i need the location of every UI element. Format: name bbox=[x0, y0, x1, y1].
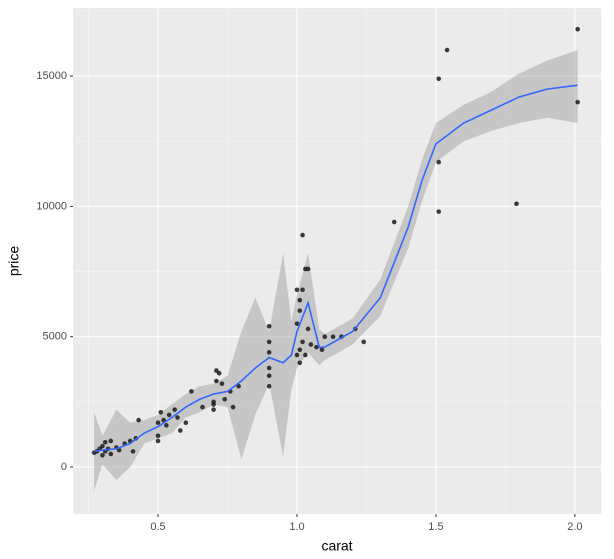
point bbox=[266, 365, 272, 371]
point bbox=[177, 428, 183, 433]
point bbox=[219, 381, 225, 386]
layer bbox=[91, 26, 580, 491]
point bbox=[303, 352, 308, 358]
point bbox=[436, 159, 442, 165]
point bbox=[266, 339, 272, 345]
point bbox=[294, 287, 300, 293]
point bbox=[297, 308, 303, 313]
point bbox=[305, 326, 311, 332]
point bbox=[444, 47, 450, 53]
point bbox=[300, 339, 305, 345]
point bbox=[266, 323, 272, 329]
point bbox=[183, 420, 189, 426]
point bbox=[100, 443, 105, 449]
point bbox=[297, 297, 303, 303]
point bbox=[230, 404, 236, 410]
x-tick-label: 0.5 bbox=[150, 521, 165, 533]
point bbox=[361, 339, 366, 345]
panel bbox=[73, 8, 601, 514]
x-tick-label: 2.0 bbox=[567, 521, 582, 533]
y-tick-label: 15000 bbox=[36, 70, 67, 82]
point bbox=[322, 334, 328, 340]
y-axis-title: price bbox=[6, 246, 22, 277]
smooth-line bbox=[93, 84, 578, 453]
point bbox=[100, 452, 105, 458]
point bbox=[308, 342, 314, 347]
point bbox=[294, 352, 300, 358]
point bbox=[108, 438, 114, 444]
y-tick-label: 0 bbox=[61, 461, 67, 473]
point bbox=[314, 344, 319, 350]
point bbox=[200, 404, 205, 410]
point bbox=[216, 370, 222, 376]
point bbox=[108, 451, 114, 457]
point bbox=[222, 396, 228, 402]
x-axis-title: carat bbox=[321, 538, 352, 554]
point bbox=[130, 449, 136, 454]
point bbox=[211, 407, 216, 412]
y-tick-label: 10000 bbox=[36, 200, 67, 212]
point bbox=[266, 383, 272, 389]
point bbox=[155, 433, 161, 439]
point bbox=[297, 360, 303, 366]
point bbox=[436, 76, 442, 82]
point bbox=[211, 402, 216, 407]
point bbox=[161, 417, 166, 423]
point bbox=[236, 383, 241, 389]
point bbox=[158, 409, 164, 415]
point bbox=[297, 347, 303, 353]
point bbox=[172, 407, 178, 412]
point bbox=[575, 99, 580, 105]
x-tick-label: 1.5 bbox=[428, 521, 443, 533]
point bbox=[300, 287, 305, 293]
point bbox=[294, 321, 300, 326]
point bbox=[166, 412, 172, 418]
point bbox=[214, 378, 219, 384]
point bbox=[189, 389, 194, 394]
point bbox=[436, 209, 442, 214]
x-tick-label: 1.0 bbox=[289, 521, 304, 533]
point bbox=[575, 26, 580, 32]
y-tick-label: 5000 bbox=[43, 331, 67, 343]
point bbox=[155, 420, 161, 426]
point bbox=[305, 266, 311, 272]
point bbox=[330, 334, 336, 340]
point bbox=[155, 438, 161, 444]
point bbox=[300, 232, 305, 238]
grid bbox=[73, 8, 601, 514]
point bbox=[102, 439, 108, 445]
point bbox=[391, 219, 397, 225]
point bbox=[266, 350, 272, 355]
point bbox=[514, 201, 519, 207]
point bbox=[136, 417, 141, 423]
point bbox=[164, 423, 169, 428]
point bbox=[175, 415, 180, 420]
point bbox=[319, 347, 325, 353]
point bbox=[266, 373, 272, 379]
